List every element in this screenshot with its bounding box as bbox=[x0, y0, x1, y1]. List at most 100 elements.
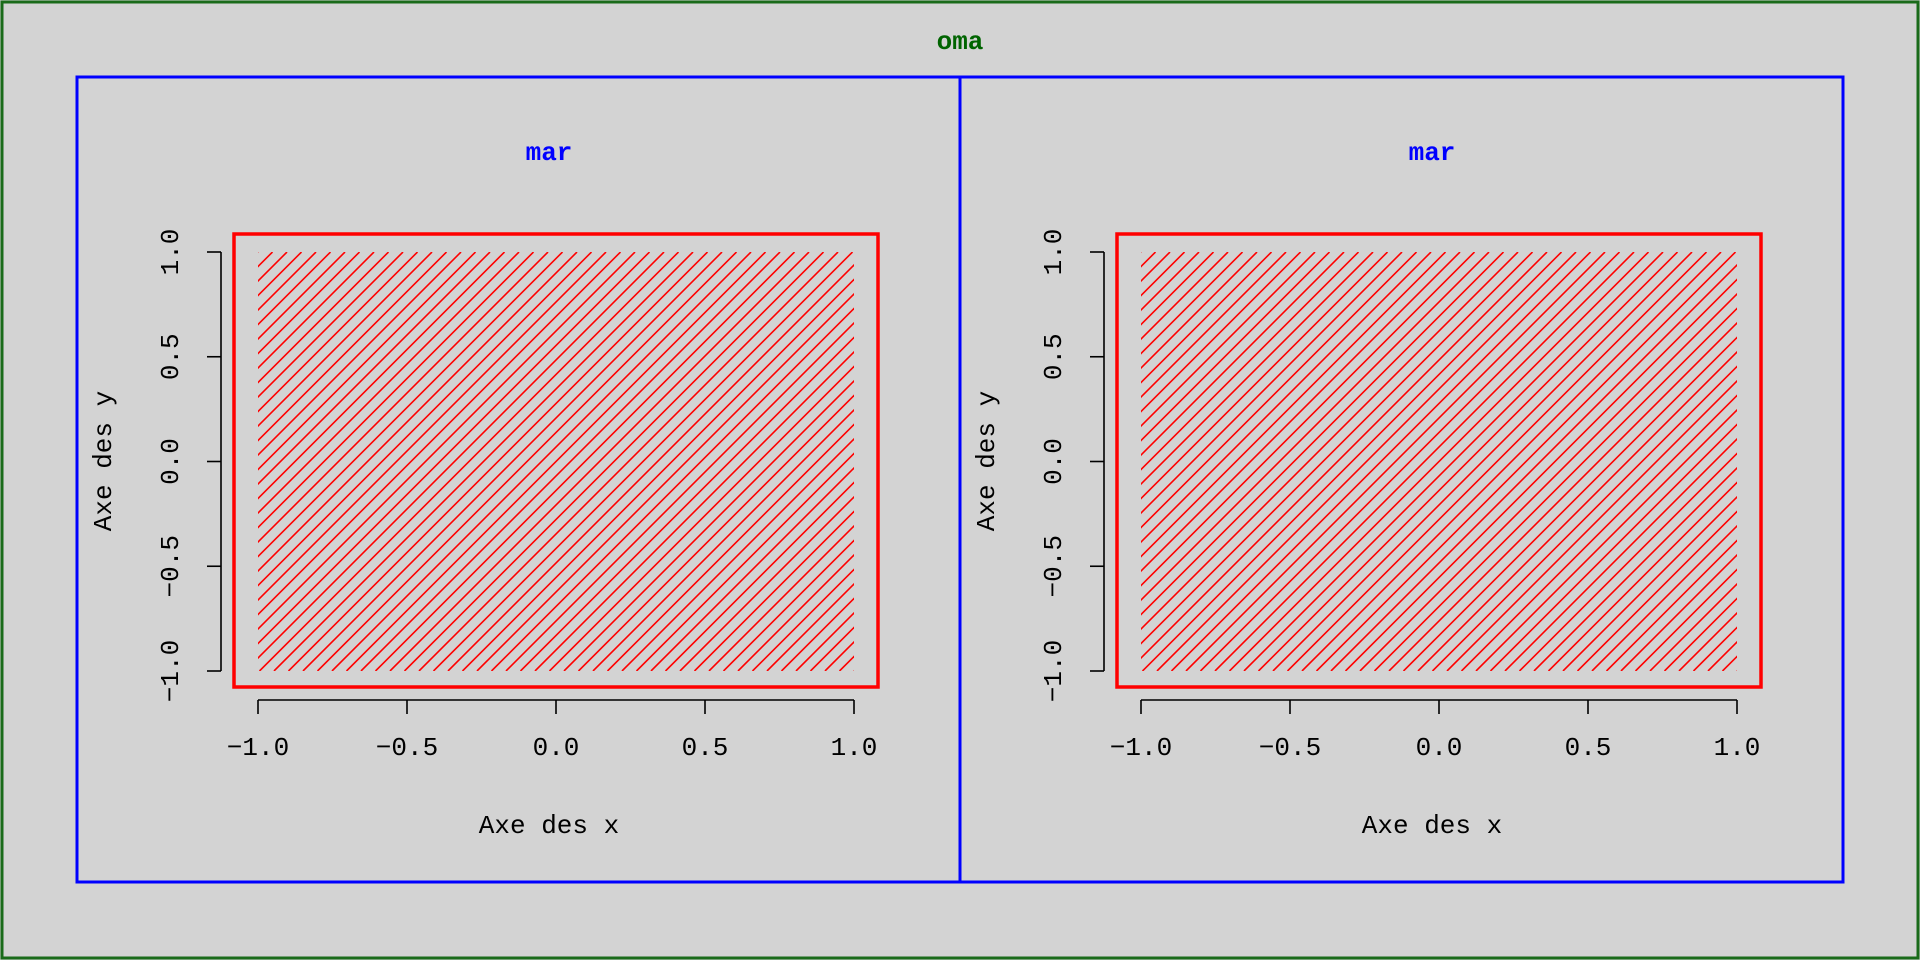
hatch-line bbox=[258, 252, 578, 573]
y-tick-label: −1.0 bbox=[156, 640, 186, 702]
hatch-line bbox=[258, 252, 477, 471]
x-tick-label: 0.0 bbox=[1416, 733, 1463, 763]
hatch-line bbox=[1141, 252, 1374, 486]
hatch-line bbox=[1141, 252, 1331, 442]
hatch-line bbox=[1576, 510, 1737, 671]
hatch-line bbox=[258, 252, 564, 558]
figure-region-frame bbox=[958, 75, 1845, 884]
hatch-line bbox=[1533, 466, 1737, 671]
hatch-line bbox=[258, 252, 346, 341]
hatch-line bbox=[548, 365, 854, 671]
hatch-line bbox=[258, 252, 375, 370]
y-tick-label: −0.5 bbox=[156, 535, 186, 597]
hatch-line bbox=[1605, 539, 1737, 671]
hatch-line bbox=[1141, 252, 1258, 370]
hatch-line bbox=[1649, 582, 1737, 671]
y-tick-label: 1.0 bbox=[1039, 229, 1069, 276]
hatch-line bbox=[1141, 252, 1229, 341]
hatch-line bbox=[780, 597, 854, 671]
hatch-line bbox=[258, 252, 506, 500]
hatch-line bbox=[258, 252, 549, 544]
hatch-line bbox=[1359, 292, 1737, 671]
hatch-line bbox=[606, 423, 854, 671]
y-axis-label: Axe des y bbox=[89, 391, 119, 531]
hatch-line bbox=[1446, 379, 1737, 671]
hatch-line bbox=[1156, 252, 1577, 671]
hatch-line bbox=[563, 379, 854, 671]
hatch-line bbox=[360, 252, 781, 671]
hatch-line bbox=[1417, 350, 1737, 671]
hatch-line bbox=[1562, 495, 1737, 671]
hatch-line bbox=[592, 408, 854, 671]
hatch-line bbox=[1402, 336, 1737, 671]
hatch-line bbox=[1141, 252, 1490, 602]
hatch-line bbox=[1460, 394, 1737, 671]
x-tick-label: −1.0 bbox=[1110, 733, 1172, 763]
hatch-line bbox=[1141, 252, 1316, 428]
hatch-line bbox=[621, 437, 854, 671]
y-tick-label: 0.5 bbox=[1039, 333, 1069, 380]
hatch-line bbox=[1141, 252, 1432, 544]
hatch-line bbox=[1634, 568, 1737, 671]
hatch-line bbox=[1141, 252, 1534, 645]
hatch-line bbox=[258, 252, 433, 428]
hatch-line bbox=[476, 292, 854, 671]
hatch-line bbox=[1504, 437, 1737, 671]
hatch-line bbox=[258, 252, 680, 671]
hatch-line bbox=[1373, 307, 1737, 671]
plot-region-frame bbox=[1115, 232, 1763, 689]
hatch-line bbox=[1141, 252, 1389, 500]
x-tick-label: 0.5 bbox=[1565, 733, 1612, 763]
hatch-line bbox=[258, 252, 622, 616]
hatch-line bbox=[708, 524, 854, 671]
hatch-line bbox=[1199, 252, 1621, 671]
hatch-line bbox=[1431, 365, 1737, 671]
hatch-line bbox=[1141, 252, 1548, 660]
hatch-line bbox=[1315, 252, 1737, 671]
y-tick-label: 0.0 bbox=[1039, 438, 1069, 485]
hatch-line bbox=[737, 553, 854, 671]
hatch-line bbox=[258, 252, 651, 645]
hatch-line bbox=[1141, 252, 1215, 326]
hatch-line bbox=[1141, 252, 1302, 413]
hatch-line bbox=[722, 539, 854, 671]
outer-margin-label: oma bbox=[937, 27, 984, 57]
hatch-line bbox=[1141, 252, 1244, 355]
hatch-line bbox=[1141, 252, 1563, 671]
hatch-line bbox=[650, 466, 854, 671]
y-tick-label: 1.0 bbox=[156, 229, 186, 276]
hatch-line bbox=[679, 495, 854, 671]
hatch-line bbox=[693, 510, 854, 671]
hatch-line bbox=[403, 252, 825, 671]
hatch-line bbox=[1301, 252, 1722, 671]
hatched-region bbox=[1141, 252, 1737, 671]
panels-group: mar −1.0 −0.5 0.0 0.5 1.0 Axe des x −1.0 −0.5 0.0… bbox=[75, 75, 1845, 884]
hatch-line bbox=[1228, 252, 1650, 671]
hatch-line bbox=[461, 278, 854, 671]
hatch-line bbox=[258, 252, 593, 587]
hatch-line bbox=[519, 336, 854, 671]
hatch-line bbox=[751, 568, 854, 671]
x-axis-label: Axe des x bbox=[1362, 811, 1502, 841]
hatch-line bbox=[1170, 252, 1592, 671]
hatch-line bbox=[302, 252, 723, 671]
hatch-line bbox=[258, 252, 535, 529]
hatch-line bbox=[534, 350, 854, 671]
x-tick-label: −1.0 bbox=[227, 733, 289, 763]
y-tick-label: −1.0 bbox=[1039, 640, 1069, 702]
hatched-region bbox=[258, 252, 854, 671]
hatch-line bbox=[1388, 321, 1737, 671]
panel-1: mar −1.0 −0.5 0.0 0.5 1.0 Axe des x −1.0 −0.5 0.0… bbox=[75, 75, 962, 884]
hatch-line bbox=[389, 252, 810, 671]
hatch-line bbox=[1591, 524, 1737, 671]
hatch-line bbox=[258, 252, 404, 399]
hatch-line bbox=[635, 452, 854, 671]
hatch-line bbox=[374, 252, 796, 671]
hatch-line bbox=[1518, 452, 1737, 671]
hatch-line bbox=[258, 252, 636, 631]
hatch-line bbox=[258, 252, 491, 486]
hatch-line bbox=[1344, 278, 1737, 671]
hatch-line bbox=[1141, 252, 1461, 573]
